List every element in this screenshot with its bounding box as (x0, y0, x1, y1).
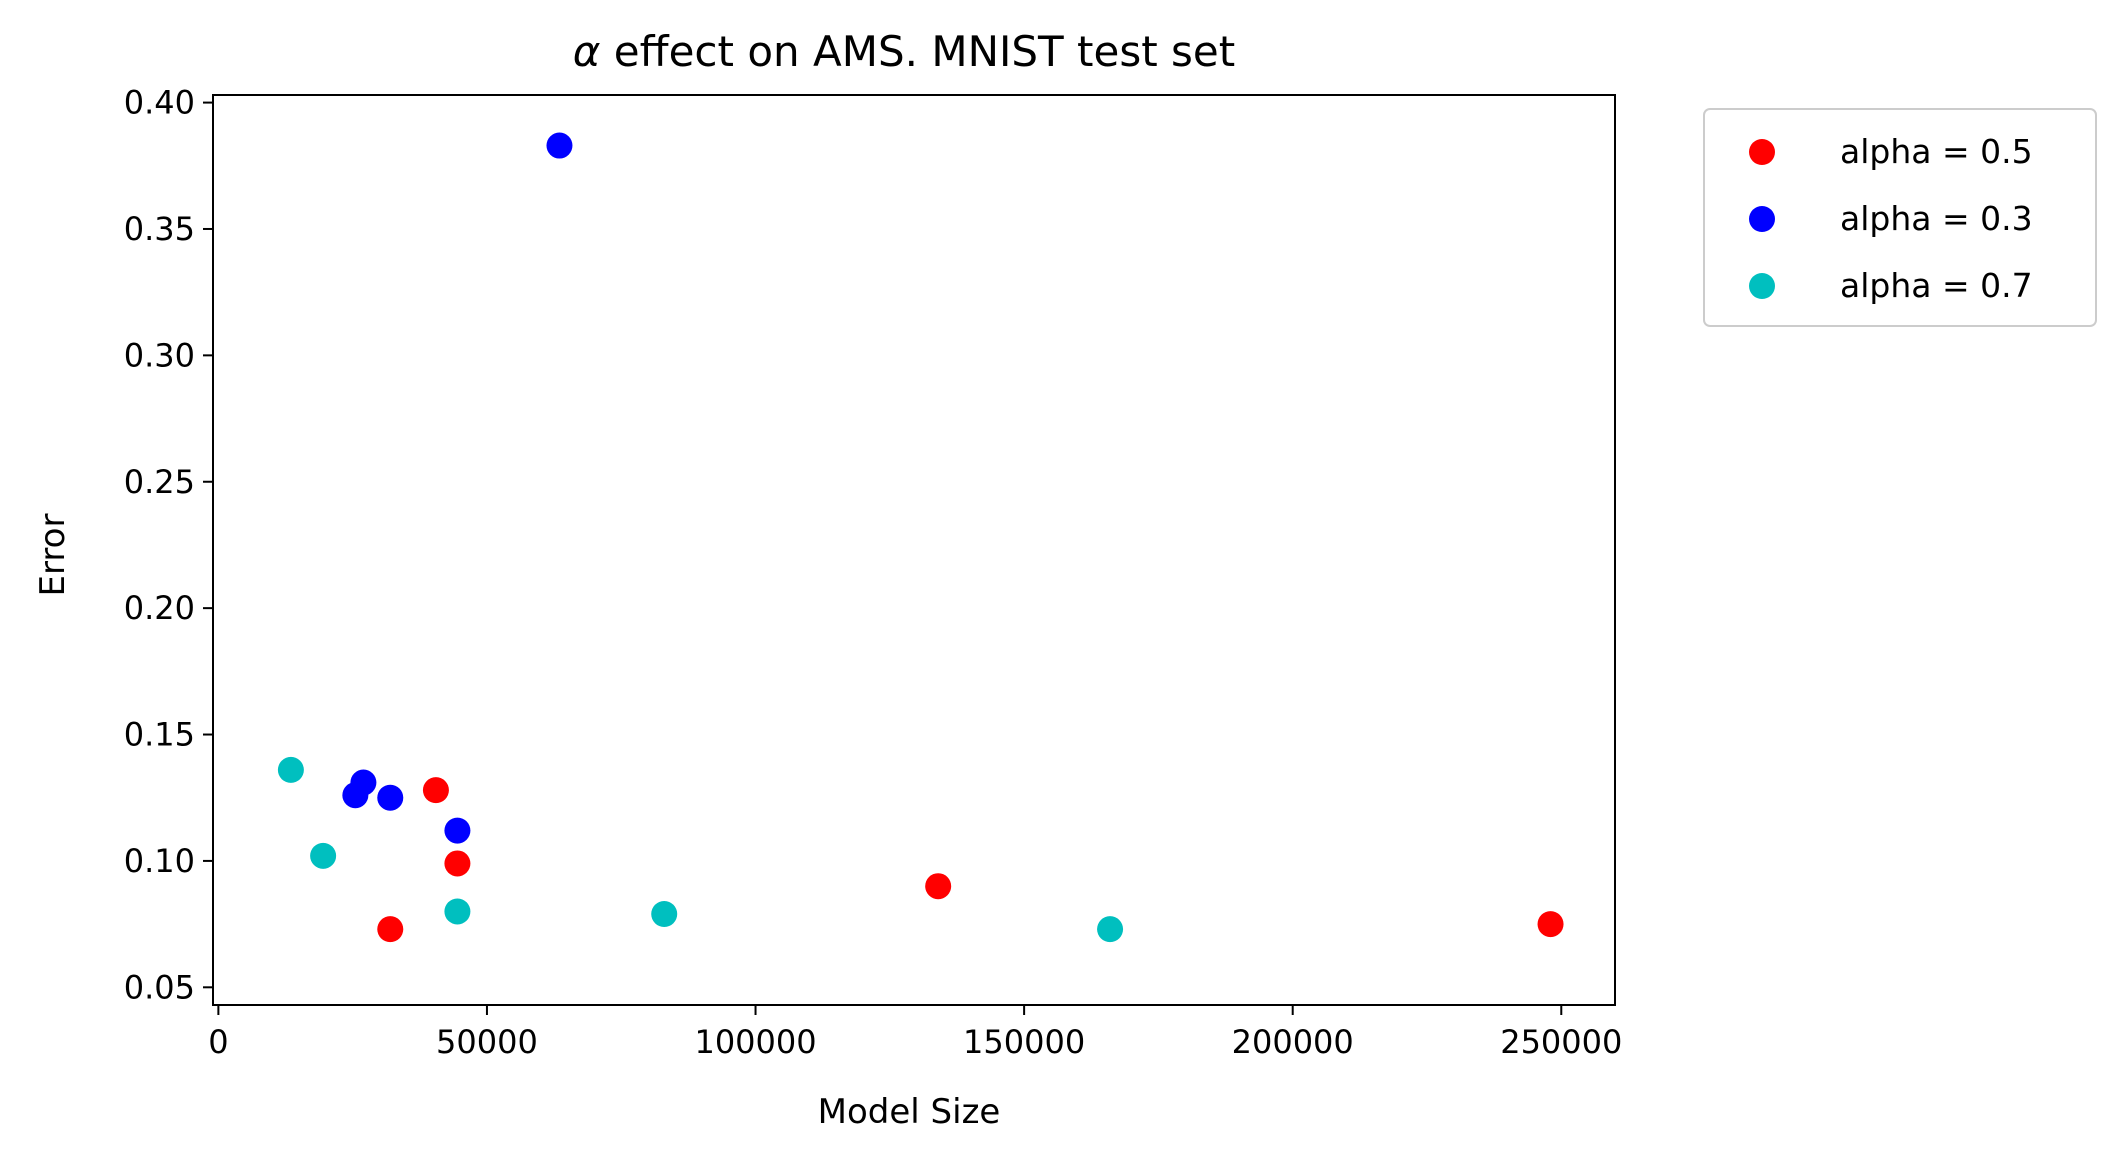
data-point (422, 777, 449, 804)
x-tick-label: 250000 (1500, 1023, 1622, 1061)
plot-points (277, 132, 1564, 943)
x-tick-label: 100000 (694, 1023, 816, 1061)
data-point (651, 901, 678, 927)
legend-marker (1749, 273, 1775, 299)
y-axis-ticks: 0.05 0.10 0.15 0.20 0.25 0.30 0.35 0.40 (124, 84, 213, 1006)
data-point (444, 850, 471, 877)
data-point (277, 756, 304, 783)
y-tick-label: 0.05 (124, 968, 195, 1006)
x-axis-ticks: 0 50000 100000 150000 200000 250000 (208, 1005, 1622, 1061)
data-point (310, 842, 337, 869)
plot-area-frame (212, 94, 1616, 1006)
data-point (444, 817, 471, 844)
y-tick-label: 0.15 (124, 716, 195, 754)
data-point (377, 784, 404, 811)
x-tick-label: 50000 (436, 1023, 538, 1061)
legend-label: alpha = 0.7 (1840, 266, 2033, 305)
y-tick-label: 0.40 (124, 84, 195, 122)
legend-box (1703, 108, 2097, 327)
y-axis-label: Error (33, 514, 73, 597)
y-tick-label: 0.10 (124, 842, 195, 880)
data-point (925, 873, 952, 900)
legend-entries: alpha = 0.5 alpha = 0.3 alpha = 0.7 (1749, 132, 2033, 305)
legend-label: alpha = 0.5 (1840, 132, 2033, 171)
legend-marker (1749, 206, 1775, 232)
x-tick-label: 150000 (963, 1023, 1085, 1061)
y-tick-label: 0.20 (124, 589, 195, 627)
y-tick-label: 0.30 (124, 336, 195, 374)
x-axis-label: Model Size (818, 1092, 1001, 1132)
chart-title: α effect on AMS. MNIST test set (573, 27, 1235, 76)
legend: alpha = 0.5 alpha = 0.3 alpha = 0.7 (1703, 108, 2097, 327)
data-point (1097, 916, 1124, 943)
legend-label: alpha = 0.3 (1840, 199, 2033, 238)
data-point (546, 132, 573, 159)
x-tick-label: 200000 (1232, 1023, 1354, 1061)
y-tick-label: 0.35 (124, 210, 195, 248)
y-tick-label: 0.25 (124, 463, 195, 501)
title-alpha-symbol: α (573, 27, 601, 76)
data-point (377, 916, 404, 943)
data-point (342, 782, 369, 809)
legend-marker (1749, 139, 1775, 165)
data-point (444, 898, 471, 925)
x-tick-label: 0 (208, 1023, 228, 1061)
title-text: effect on AMS. MNIST test set (600, 27, 1235, 76)
data-point (1537, 911, 1564, 938)
